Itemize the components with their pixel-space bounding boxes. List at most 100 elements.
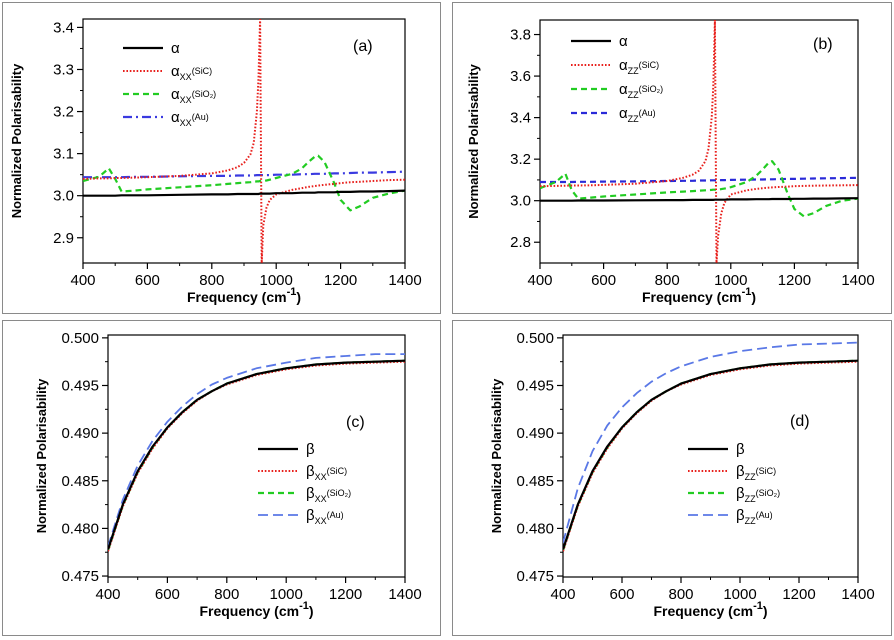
series-line-3 [540,160,858,218]
y-tick-label: 3.1 [53,146,74,163]
y-tick-label: 0.500 [516,330,554,347]
x-tick-label: 400 [95,586,120,603]
series-line-1 [540,197,858,202]
legend-entry: β [736,441,745,458]
x-tick-label: 800 [668,586,693,603]
y-tick-label: 0.490 [516,425,554,442]
x-axis-label: Frequency (cm-1) [187,286,301,305]
series-line-2 [563,360,858,552]
x-tick-label: 800 [214,586,239,603]
x-tick-label: 1400 [388,586,421,603]
legend-entry: αZZ(SiO₂) [619,81,663,100]
panel-label: (c) [346,414,365,431]
y-tick-label: 0.490 [61,425,99,442]
series-group [540,20,858,263]
legend-entry: αXX(Au) [171,109,209,128]
x-axis-label: Frequency (cm-1) [199,600,313,619]
x-axis-label: Frequency (cm-1) [642,286,756,305]
y-tick-label: 0.480 [61,520,99,537]
panel-label: (a) [353,38,373,55]
y-tick-label: 0.475 [516,568,554,585]
legend-entry: βZZ(Au) [736,507,773,526]
y-axis-label: Normalized Polarisability [489,378,504,533]
legend-entry: βXX(SiO₂) [306,485,351,504]
plot-frame [562,334,859,578]
y-tick-label: 3.6 [510,68,531,85]
y-tick-label: 0.495 [516,377,554,394]
y-tick-label: 3.4 [510,110,531,127]
series-line-1 [563,359,858,550]
series-group [83,19,405,263]
x-tick-label: 600 [591,272,616,289]
y-tick-label: 0.485 [61,473,99,490]
series-line-2 [108,360,405,552]
panel-b: 400 600 800 1000 1200 1400 2.8 3.0 3.2 3.4 3.6 3.8 F… [452,2,892,314]
series-line-3 [563,359,858,551]
x-tick-label: 1400 [841,586,874,603]
y-axis-label: Normalized Polarisability [466,63,481,218]
y-tick-label: 3.0 [510,193,531,210]
legend-entry: αXX(SiC) [171,63,212,82]
y-tick-label: 0.485 [516,473,554,490]
series-line-4 [108,353,405,547]
plot-frame [107,334,406,578]
x-tick-label: 600 [609,586,634,603]
x-tick-label: 1200 [329,586,362,603]
y-tick-label: 2.8 [510,234,531,251]
legend-entry: α [171,40,180,57]
series-line-3 [108,359,405,551]
y-tick-label: 0.495 [61,377,99,394]
y-tick-label: 3.0 [53,188,74,205]
y-axis-label: Normalized Polarisability [34,378,49,533]
legend-entry: βZZ(SiC) [736,463,776,482]
x-tick-label: 1000 [270,586,303,603]
x-tick-label: 1200 [778,272,811,289]
plot-frame [82,18,406,264]
legend-entry: αZZ(SiC) [619,57,659,76]
x-tick-label: 400 [550,586,575,603]
y-tick-label: 0.500 [61,330,99,347]
x-axis-label: Frequency (cm-1) [653,600,767,619]
chart-d: 400 600 800 1000 1200 1400 0.475 0.480 0.485 0.49… [489,330,875,619]
legend-entry: βXX(SiC) [306,463,347,482]
y-tick-label: 3.2 [510,151,531,168]
y-tick-label: 2.9 [53,230,74,247]
series-line-2 [540,20,858,263]
x-tick-label: 1000 [714,272,747,289]
series-group [108,353,405,552]
x-tick-label: 800 [199,272,224,289]
panel-label: (b) [813,36,833,53]
x-tick-label: 600 [155,586,180,603]
chart-c: 400 600 800 1000 1200 1400 0.475 0.480 0.485 0.49… [34,330,422,619]
series-line-2 [83,19,405,263]
y-tick-label: 0.475 [61,568,99,585]
series-line-3 [83,154,405,212]
series-group [563,341,858,552]
chart-b: 400 600 800 1000 1200 1400 2.8 3.0 3.2 3.4 3.6 3.8 F… [466,19,875,305]
y-axis-label: Normalized Polarisability [9,63,24,218]
x-tick-label: 1200 [782,586,815,603]
series-line-4 [83,170,405,179]
series-line-4 [563,341,858,543]
legend-entry: α [619,33,628,50]
panel-d: 400 600 800 1000 1200 1400 0.475 0.480 0.485 0.49… [452,320,892,636]
x-tick-label: 1400 [388,272,421,289]
x-tick-label: 1200 [324,272,357,289]
x-tick-label: 1000 [723,586,756,603]
x-tick-label: 400 [70,272,95,289]
x-tick-label: 1400 [841,272,874,289]
plot-frame [539,19,859,264]
legend-entry: β [306,441,315,458]
legend-entry: αXX(SiO₂) [171,86,216,105]
x-tick-label: 600 [135,272,160,289]
legend-entry: βZZ(SiO₂) [736,485,780,504]
panel-c: 400 600 800 1000 1200 1400 0.475 0.480 0.485 0.49… [2,320,441,636]
x-tick-label: 800 [655,272,680,289]
series-line-1 [108,359,405,550]
y-tick-label: 0.480 [516,520,554,537]
x-tick-label: 400 [527,272,552,289]
series-line-4 [540,176,858,184]
panel-a: 400 600 800 1000 1200 1400 2.9 3.0 3.1 3.2 3.3 3.4 F… [2,2,441,314]
x-tick-label: 1000 [260,272,293,289]
y-tick-label: 3.4 [53,19,74,36]
